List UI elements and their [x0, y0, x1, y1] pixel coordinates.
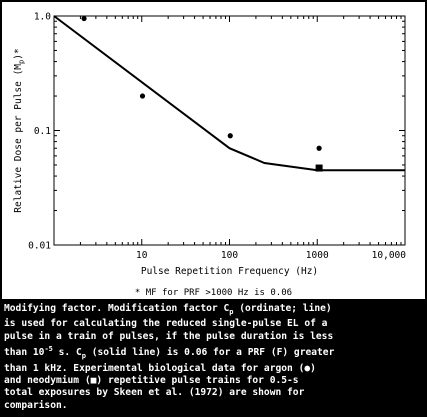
chart-footnote: * MF for PRF >1000 Hz is 0.06	[134, 288, 293, 298]
caption-line: than 10-5 s. Cp (solid line) is 0.06 for…	[4, 345, 335, 361]
x-axis-label: Pulse Repetition Frequency (Hz)	[141, 266, 318, 277]
x-tick-label: 10,000	[372, 250, 407, 261]
argon-data-point	[139, 93, 146, 99]
chart-panel: 10 100 1000 10,000 1.0 0.1 0.01 Pulse Repetitio…	[2, 2, 425, 299]
caption-line: than 1 kHz. Experimental biological data…	[4, 362, 316, 374]
y-axis-label: Relative Dose per Pulse (Mp)*	[13, 48, 26, 212]
plot-frame	[53, 15, 406, 246]
caption-line: is used for calculating the reduced sing…	[4, 318, 328, 330]
y-tick-label: 0.1	[34, 126, 51, 137]
caption-line: pulse in a train of pulses, if the pulse…	[4, 330, 334, 342]
neodymium-data-point	[315, 164, 323, 172]
x-tick-label: 100	[221, 250, 238, 261]
y-tick-label: 1.0	[34, 12, 51, 23]
argon-data-point	[227, 133, 233, 139]
pulse-frequency-chart: 10 100 1000 10,000 1.0 0.1 0.01 Pulse Repetitio…	[13, 12, 407, 278]
figure-caption: Modifying factor. Modification factor Cp…	[4, 303, 423, 412]
modification-factor-line	[53, 15, 405, 172]
argon-data-point	[316, 145, 322, 151]
caption-line: Modifying factor. Modification factor Cp…	[4, 303, 332, 316]
caption-line: and neodymium (■) repetitive pulse train…	[4, 375, 299, 387]
y-tick-label: 0.01	[28, 241, 51, 252]
x-tick-label: 10	[136, 250, 148, 261]
caption-line: total exposures by Skeen et al. (1972) a…	[4, 387, 305, 399]
x-tick-label: 1000	[306, 250, 329, 261]
argon-data-point	[81, 15, 87, 22]
caption-line: comparison.	[4, 399, 68, 411]
